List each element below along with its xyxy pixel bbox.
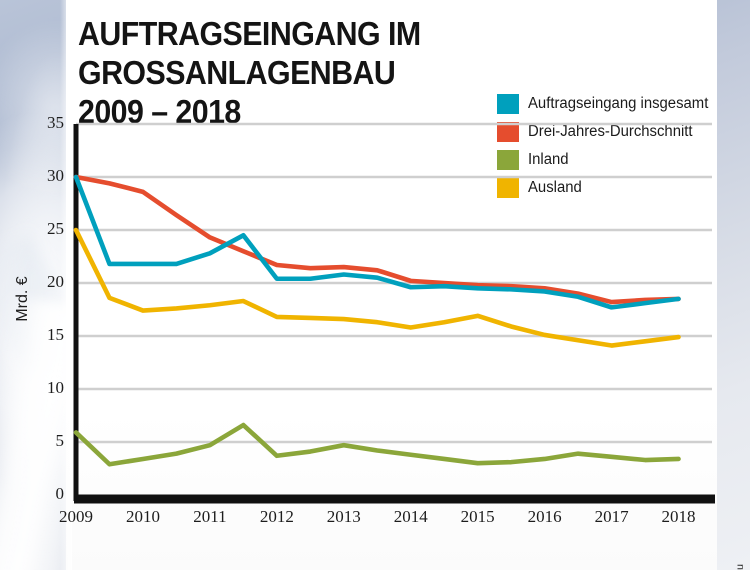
legend-swatch-total xyxy=(497,94,519,114)
y-tick-20: 20 xyxy=(47,272,64,291)
x-tick-2016: 2016 xyxy=(527,507,562,526)
series-line-0 xyxy=(73,174,681,310)
panel-left-fade xyxy=(60,0,72,570)
content-panel xyxy=(66,0,717,570)
y-tick-10: 10 xyxy=(47,378,64,397)
legend-item-total[interactable]: Auftragseingang insgesamt xyxy=(497,90,716,118)
y-tick-5: 5 xyxy=(55,431,65,450)
data-series xyxy=(73,174,681,467)
x-tick-2018: 2018 xyxy=(661,507,696,526)
x-tick-2013: 2013 xyxy=(326,507,361,526)
legend-label-ausland: Ausland xyxy=(528,179,582,196)
x-tick-2009: 2009 xyxy=(59,507,93,526)
legend-label-three-year-average: Drei-Jahres-Durchschnitt xyxy=(528,123,693,140)
legend-item-three-year-average[interactable]: Drei-Jahres-Durchschnitt xyxy=(497,118,716,146)
y-tick-35: 35 xyxy=(47,113,64,132)
legend-swatch-inland xyxy=(497,150,519,170)
x-tick-2011: 2011 xyxy=(193,507,227,526)
legend-swatch-three-year-average xyxy=(497,122,519,142)
legend-label-total: Auftragseingang insgesamt xyxy=(528,95,709,112)
y-tick-15: 15 xyxy=(47,325,64,344)
axis-lines xyxy=(73,124,715,504)
source-note: Quelle: VDMA Arbeitsgemeinschaft Großanl… xyxy=(734,564,746,570)
y-axis-label: Mrd. € xyxy=(14,276,31,322)
x-tick-2010: 2010 xyxy=(125,507,160,526)
x-tick-2017: 2017 xyxy=(594,507,629,526)
title-line-1: AUFTRAGSEINGANG IM GROSSANLAGENBAU xyxy=(78,15,421,91)
legend-label-inland: Inland xyxy=(528,151,569,168)
legend-swatch-ausland xyxy=(497,178,519,198)
legend-item-ausland[interactable]: Ausland xyxy=(497,174,716,202)
y-tick-30: 30 xyxy=(47,166,64,185)
y-tick-0: 0 xyxy=(55,484,65,503)
x-tick-2012: 2012 xyxy=(259,507,294,526)
series-line-2 xyxy=(73,422,681,467)
legend-item-inland[interactable]: Inland xyxy=(497,146,716,174)
chart-legend: Auftragseingang insgesamt Drei-Jahres-Du… xyxy=(497,90,716,202)
x-tick-2014: 2014 xyxy=(393,507,428,526)
series-line-1 xyxy=(73,174,681,305)
series-line-3 xyxy=(73,227,681,348)
y-tick-25: 25 xyxy=(47,219,64,238)
x-tick-2015: 2015 xyxy=(460,507,495,526)
